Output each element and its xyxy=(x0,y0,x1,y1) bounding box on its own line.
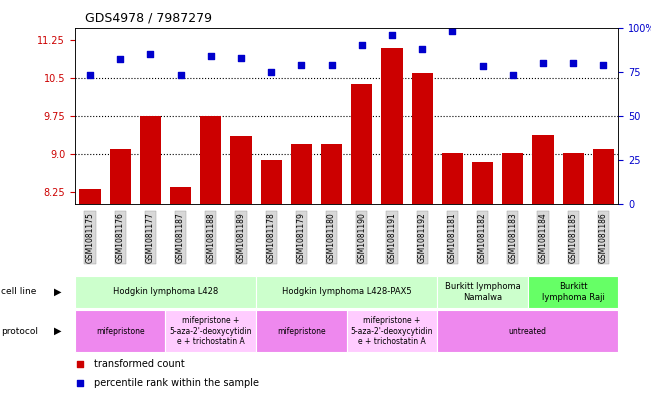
Point xyxy=(115,56,126,62)
Bar xyxy=(528,276,618,307)
Bar xyxy=(256,276,437,307)
Bar xyxy=(593,149,614,204)
Text: Hodgkin lymphoma L428: Hodgkin lymphoma L428 xyxy=(113,287,218,296)
Point xyxy=(357,42,367,48)
Point xyxy=(236,54,246,61)
Text: Hodgkin lymphoma L428-PAX5: Hodgkin lymphoma L428-PAX5 xyxy=(282,287,411,296)
Text: transformed count: transformed count xyxy=(94,358,185,369)
Bar xyxy=(75,310,165,353)
Point xyxy=(75,360,85,367)
Bar xyxy=(291,144,312,204)
Bar xyxy=(79,189,100,204)
Bar xyxy=(260,160,282,204)
Point xyxy=(206,53,216,59)
Bar xyxy=(256,310,346,353)
Text: ▶: ▶ xyxy=(54,287,62,297)
Bar xyxy=(437,310,618,353)
Bar xyxy=(321,144,342,204)
Bar xyxy=(533,135,553,204)
Point xyxy=(326,61,337,68)
Point xyxy=(387,31,397,38)
Bar xyxy=(351,84,372,204)
Text: mifepristone +
5-aza-2'-deoxycytidin
e + trichostatin A: mifepristone + 5-aza-2'-deoxycytidin e +… xyxy=(351,316,433,346)
Text: Burkitt
lymphoma Raji: Burkitt lymphoma Raji xyxy=(542,282,605,301)
Bar xyxy=(230,136,251,204)
Point xyxy=(266,68,277,75)
Text: mifepristone: mifepristone xyxy=(96,327,145,336)
Bar xyxy=(75,276,256,307)
Point xyxy=(175,72,186,78)
Point xyxy=(75,380,85,386)
Text: GDS4978 / 7987279: GDS4978 / 7987279 xyxy=(85,12,212,25)
Bar xyxy=(140,116,161,204)
Bar xyxy=(201,116,221,204)
Text: ▶: ▶ xyxy=(54,326,62,336)
Bar xyxy=(442,153,463,204)
Text: protocol: protocol xyxy=(1,327,38,336)
Point xyxy=(417,46,427,52)
Text: untreated: untreated xyxy=(509,327,547,336)
Point xyxy=(538,60,548,66)
Text: cell line: cell line xyxy=(1,287,36,296)
Text: Burkitt lymphoma
Namalwa: Burkitt lymphoma Namalwa xyxy=(445,282,520,301)
Point xyxy=(296,61,307,68)
Point xyxy=(447,28,458,34)
Bar xyxy=(109,149,131,204)
Point xyxy=(145,51,156,57)
Point xyxy=(568,60,578,66)
Text: mifepristone +
5-aza-2'-deoxycytidin
e + trichostatin A: mifepristone + 5-aza-2'-deoxycytidin e +… xyxy=(169,316,252,346)
Point xyxy=(508,72,518,78)
Bar xyxy=(381,48,402,204)
Bar xyxy=(502,153,523,204)
Point xyxy=(598,61,609,68)
Bar xyxy=(562,153,584,204)
Text: percentile rank within the sample: percentile rank within the sample xyxy=(94,378,259,388)
Bar xyxy=(165,310,256,353)
Bar xyxy=(170,187,191,204)
Text: mifepristone: mifepristone xyxy=(277,327,326,336)
Bar xyxy=(346,310,437,353)
Point xyxy=(85,72,95,78)
Bar xyxy=(411,73,433,204)
Point xyxy=(477,63,488,70)
Bar xyxy=(437,276,528,307)
Bar xyxy=(472,162,493,204)
